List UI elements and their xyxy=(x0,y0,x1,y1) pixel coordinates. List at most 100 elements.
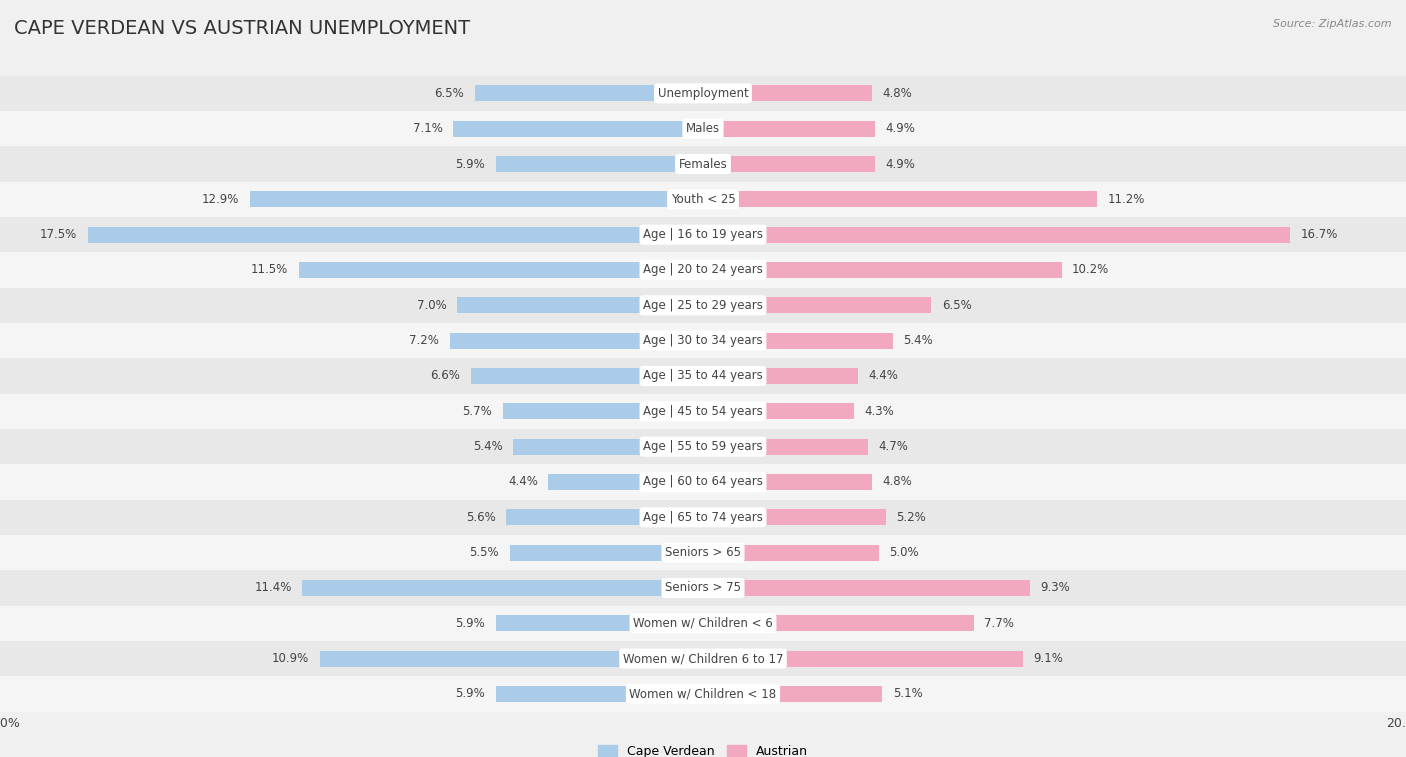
Bar xyxy=(0,323,1406,358)
Bar xyxy=(0,252,1406,288)
Text: 7.2%: 7.2% xyxy=(409,334,439,347)
Text: 5.9%: 5.9% xyxy=(456,687,485,700)
Text: 4.8%: 4.8% xyxy=(883,87,912,100)
Bar xyxy=(703,86,872,101)
Bar xyxy=(703,403,855,419)
Bar xyxy=(457,298,703,313)
Bar xyxy=(703,438,869,454)
Bar xyxy=(0,500,1406,535)
Text: 10.2%: 10.2% xyxy=(1073,263,1109,276)
Bar xyxy=(496,156,703,172)
Bar xyxy=(321,650,703,666)
Text: 5.7%: 5.7% xyxy=(463,405,492,418)
Text: 5.6%: 5.6% xyxy=(465,511,496,524)
Text: Age | 65 to 74 years: Age | 65 to 74 years xyxy=(643,511,763,524)
Text: 4.4%: 4.4% xyxy=(869,369,898,382)
Bar xyxy=(548,474,703,490)
Bar xyxy=(299,262,703,278)
Text: 7.0%: 7.0% xyxy=(416,299,447,312)
Text: 4.3%: 4.3% xyxy=(865,405,894,418)
Text: Males: Males xyxy=(686,122,720,136)
Text: 6.5%: 6.5% xyxy=(942,299,972,312)
Bar xyxy=(506,509,703,525)
Bar xyxy=(703,156,875,172)
Bar xyxy=(703,474,872,490)
Bar xyxy=(0,358,1406,394)
Text: 5.1%: 5.1% xyxy=(893,687,922,700)
Bar xyxy=(0,76,1406,111)
Bar xyxy=(703,120,875,136)
Bar xyxy=(703,545,879,560)
Text: Age | 55 to 59 years: Age | 55 to 59 years xyxy=(643,440,763,453)
Bar xyxy=(0,217,1406,252)
Bar xyxy=(513,438,703,454)
Text: Seniors > 65: Seniors > 65 xyxy=(665,546,741,559)
Text: Age | 45 to 54 years: Age | 45 to 54 years xyxy=(643,405,763,418)
Bar xyxy=(703,333,893,348)
Text: Source: ZipAtlas.com: Source: ZipAtlas.com xyxy=(1274,19,1392,29)
Text: 5.9%: 5.9% xyxy=(456,157,485,170)
Bar xyxy=(471,368,703,384)
Bar xyxy=(703,368,858,384)
Bar xyxy=(0,394,1406,429)
Bar xyxy=(0,535,1406,570)
Text: 10.9%: 10.9% xyxy=(273,652,309,665)
Text: Unemployment: Unemployment xyxy=(658,87,748,100)
Text: 11.2%: 11.2% xyxy=(1108,193,1144,206)
Bar xyxy=(0,570,1406,606)
Text: Age | 60 to 64 years: Age | 60 to 64 years xyxy=(643,475,763,488)
Text: 7.7%: 7.7% xyxy=(984,617,1014,630)
Bar xyxy=(496,686,703,702)
Text: Seniors > 75: Seniors > 75 xyxy=(665,581,741,594)
Bar xyxy=(703,580,1029,596)
Text: 4.7%: 4.7% xyxy=(879,440,908,453)
Bar xyxy=(703,509,886,525)
Bar xyxy=(250,192,703,207)
Bar xyxy=(703,615,973,631)
Text: 7.1%: 7.1% xyxy=(413,122,443,136)
Bar xyxy=(503,403,703,419)
Text: 4.9%: 4.9% xyxy=(886,157,915,170)
Bar xyxy=(0,676,1406,712)
Bar xyxy=(703,686,883,702)
Bar xyxy=(450,333,703,348)
Text: 6.6%: 6.6% xyxy=(430,369,461,382)
Bar xyxy=(0,429,1406,464)
Bar xyxy=(510,545,703,560)
Text: 9.3%: 9.3% xyxy=(1040,581,1070,594)
Text: CAPE VERDEAN VS AUSTRIAN UNEMPLOYMENT: CAPE VERDEAN VS AUSTRIAN UNEMPLOYMENT xyxy=(14,19,470,38)
Bar xyxy=(703,298,932,313)
Text: Females: Females xyxy=(679,157,727,170)
Bar xyxy=(0,111,1406,146)
Text: 5.4%: 5.4% xyxy=(472,440,503,453)
Text: 5.2%: 5.2% xyxy=(897,511,927,524)
Bar xyxy=(703,192,1097,207)
Text: Age | 35 to 44 years: Age | 35 to 44 years xyxy=(643,369,763,382)
Text: 5.0%: 5.0% xyxy=(889,546,920,559)
Text: 4.8%: 4.8% xyxy=(883,475,912,488)
Bar xyxy=(496,615,703,631)
Text: Youth < 25: Youth < 25 xyxy=(671,193,735,206)
Text: Women w/ Children < 18: Women w/ Children < 18 xyxy=(630,687,776,700)
Text: Women w/ Children 6 to 17: Women w/ Children 6 to 17 xyxy=(623,652,783,665)
Text: 9.1%: 9.1% xyxy=(1033,652,1063,665)
Text: 5.4%: 5.4% xyxy=(904,334,934,347)
Text: Age | 16 to 19 years: Age | 16 to 19 years xyxy=(643,228,763,241)
Text: 11.4%: 11.4% xyxy=(254,581,292,594)
Text: 5.5%: 5.5% xyxy=(470,546,499,559)
Bar xyxy=(703,262,1062,278)
Text: Women w/ Children < 6: Women w/ Children < 6 xyxy=(633,617,773,630)
Bar xyxy=(0,288,1406,323)
Bar xyxy=(87,227,703,242)
Legend: Cape Verdean, Austrian: Cape Verdean, Austrian xyxy=(593,740,813,757)
Bar xyxy=(0,182,1406,217)
Bar xyxy=(0,641,1406,676)
Bar xyxy=(302,580,703,596)
Bar xyxy=(703,227,1291,242)
Bar xyxy=(0,146,1406,182)
Text: 4.9%: 4.9% xyxy=(886,122,915,136)
Text: 12.9%: 12.9% xyxy=(201,193,239,206)
Bar xyxy=(454,120,703,136)
Bar xyxy=(475,86,703,101)
Bar xyxy=(0,464,1406,500)
